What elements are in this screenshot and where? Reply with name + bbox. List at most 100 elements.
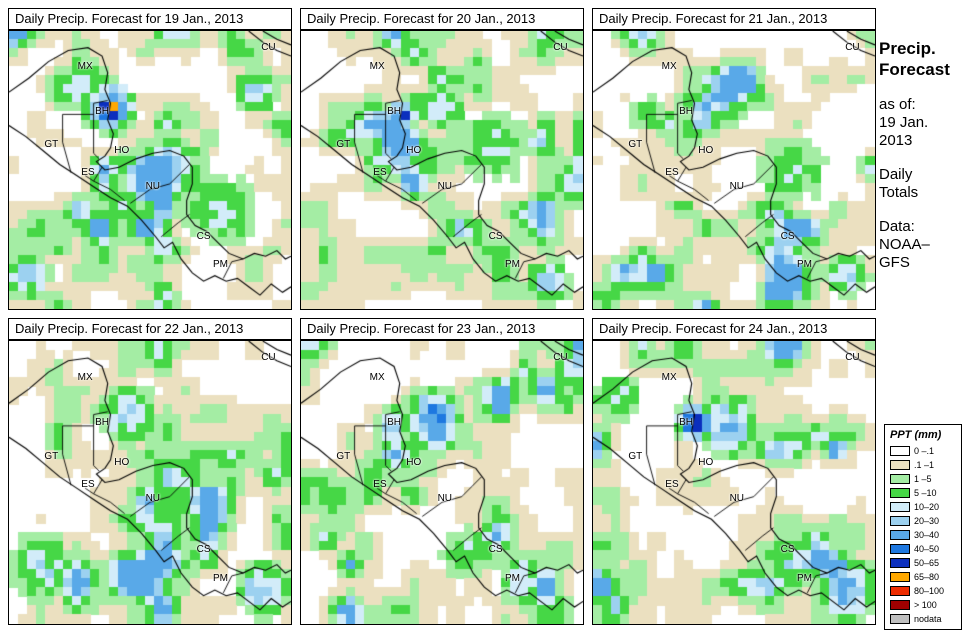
legend-row: .1 –1: [890, 458, 958, 472]
country-label-cs: CS: [780, 544, 795, 556]
sidebar-title-line2: Forecast: [879, 60, 950, 79]
legend-label: 0 –.1: [914, 446, 935, 456]
forecast-panel: Daily Precip. Forecast for 24 Jan., 2013…: [592, 318, 876, 625]
legend-rows: 0 –.1 .1 –1 1 –5 5 –10 10–20 20–30 30–40 40–50 5…: [890, 444, 958, 626]
forecast-panel: Daily Precip. Forecast for 21 Jan., 2013…: [592, 8, 876, 310]
legend-swatch: [890, 516, 910, 526]
country-label-cs: CS: [196, 230, 211, 242]
legend-swatch: [890, 600, 910, 610]
country-label-es: ES: [81, 166, 95, 178]
legend-label: 1 –5: [914, 474, 932, 484]
country-label-bh: BH: [679, 105, 693, 117]
precip-map: MX CU BH GT HO ES NU CS PM: [592, 340, 876, 625]
legend-row: 10–20: [890, 500, 958, 514]
legend-row: 80–100: [890, 584, 958, 598]
forecast-panel: Daily Precip. Forecast for 19 Jan., 2013…: [8, 8, 292, 310]
country-label-nu: NU: [437, 493, 453, 505]
country-label-bh: BH: [387, 105, 401, 117]
country-label-pm: PM: [797, 258, 812, 270]
legend-swatch: [890, 558, 910, 568]
legend-label: 5 –10: [914, 488, 937, 498]
precip-map-canvas: [593, 31, 875, 309]
data-source-line1: NOAA–: [879, 236, 930, 253]
legend-swatch: [890, 446, 910, 456]
legend-row: 40–50: [890, 542, 958, 556]
legend-row: 65–80: [890, 570, 958, 584]
precip-map-canvas: [301, 31, 583, 309]
precip-map: MX CU BH GT HO ES NU CS PM: [8, 30, 292, 310]
country-label-es: ES: [373, 479, 387, 491]
panel-title: Daily Precip. Forecast for 19 Jan., 2013: [8, 8, 292, 30]
country-label-es: ES: [665, 166, 679, 178]
as-of-date-line2: 2013: [879, 132, 913, 149]
legend-swatch: [890, 530, 910, 540]
country-label-cu: CU: [553, 351, 568, 363]
country-label-cu: CU: [553, 41, 568, 53]
country-label-gt: GT: [336, 138, 351, 150]
precip-map-canvas: [593, 341, 875, 624]
country-label-es: ES: [373, 166, 387, 178]
legend-row: 5 –10: [890, 486, 958, 500]
country-label-mx: MX: [77, 61, 93, 73]
legend-swatch: [890, 460, 910, 470]
precip-map-canvas: [9, 31, 291, 309]
country-label-cu: CU: [845, 351, 860, 363]
country-label-mx: MX: [369, 371, 385, 383]
legend-swatch: [890, 502, 910, 512]
legend-label: > 100: [914, 600, 937, 610]
legend-label: .1 –1: [914, 460, 935, 470]
legend-label: 80–100: [914, 586, 945, 596]
country-label-bh: BH: [679, 417, 693, 429]
country-label-ho: HO: [114, 456, 130, 468]
precip-map: MX CU BH GT HO ES NU CS PM: [592, 30, 876, 310]
country-label-gt: GT: [336, 451, 351, 463]
totals-line2: Totals: [879, 184, 919, 201]
legend-row: 0 –.1: [890, 444, 958, 458]
country-label-mx: MX: [661, 61, 677, 73]
panel-title: Daily Precip. Forecast for 20 Jan., 2013: [300, 8, 584, 30]
precip-map: MX CU BH GT HO ES NU CS PM: [300, 340, 584, 625]
country-label-pm: PM: [213, 572, 228, 584]
panel-title: Daily Precip. Forecast for 22 Jan., 2013: [8, 318, 292, 340]
legend-row: > 100: [890, 598, 958, 612]
legend-box: PPT (mm) 0 –.1 .1 –1 1 –5 5 –10 10–20 20–30 30…: [884, 424, 962, 630]
sidebar-title-line1: Precip.: [879, 39, 936, 58]
country-label-pm: PM: [505, 572, 520, 584]
country-label-cu: CU: [845, 41, 860, 53]
info-sidebar: Precip. Forecast as of: 19 Jan. 2013 Dai…: [879, 38, 965, 272]
country-label-mx: MX: [369, 61, 385, 73]
country-label-nu: NU: [145, 180, 161, 192]
legend-row: nodata: [890, 612, 958, 626]
data-source-line2: GFS: [879, 254, 910, 271]
country-label-cu: CU: [261, 41, 276, 53]
country-label-pm: PM: [797, 572, 812, 584]
forecast-panel: Daily Precip. Forecast for 23 Jan., 2013…: [300, 318, 584, 625]
legend-row: 20–30: [890, 514, 958, 528]
country-label-cs: CS: [780, 230, 795, 242]
legend-label: 40–50: [914, 544, 940, 554]
country-label-gt: GT: [44, 138, 59, 150]
country-label-cs: CS: [196, 544, 211, 556]
data-source-label: Data:: [879, 218, 915, 235]
legend-label: 50–65: [914, 558, 940, 568]
country-label-nu: NU: [729, 180, 745, 192]
country-label-ho: HO: [406, 144, 422, 156]
totals-line1: Daily: [879, 166, 913, 183]
legend-swatch: [890, 544, 910, 554]
panel-title: Daily Precip. Forecast for 23 Jan., 2013: [300, 318, 584, 340]
country-label-gt: GT: [628, 138, 643, 150]
legend-swatch: [890, 572, 910, 582]
country-label-cs: CS: [488, 230, 503, 242]
country-label-pm: PM: [505, 258, 520, 270]
country-label-mx: MX: [661, 371, 677, 383]
as-of-date-line1: 19 Jan.: [879, 114, 929, 131]
country-label-gt: GT: [44, 451, 59, 463]
legend-label: 20–30: [914, 516, 940, 526]
as-of-label: as of:: [879, 96, 916, 113]
legend-row: 30–40: [890, 528, 958, 542]
country-label-bh: BH: [95, 105, 109, 117]
country-label-nu: NU: [437, 180, 453, 192]
country-label-cu: CU: [261, 351, 276, 363]
country-label-ho: HO: [114, 144, 130, 156]
